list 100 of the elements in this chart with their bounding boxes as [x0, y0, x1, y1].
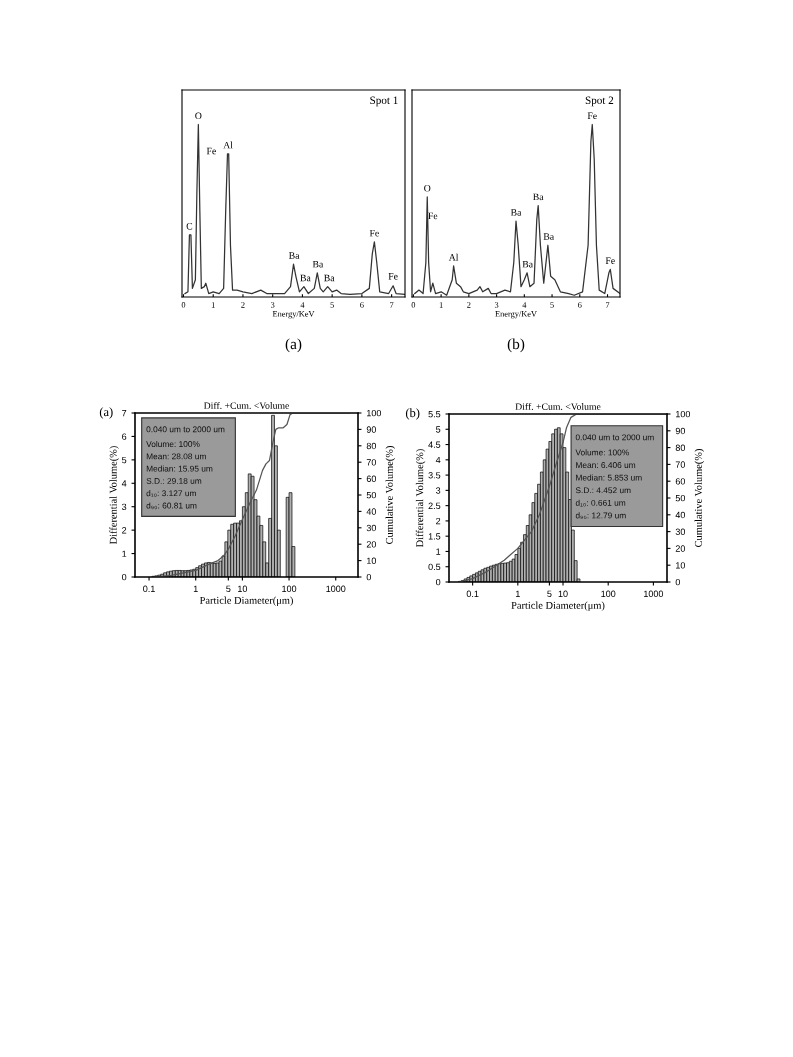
annotation: Fe [605, 257, 615, 264]
y-tick-label: 1 [122, 550, 127, 557]
y-tick-label: 2.5 [428, 502, 441, 509]
y2-tick-label: 80 [366, 442, 377, 450]
x-tick-label: 3 [494, 302, 499, 308]
text: Spot 2 [585, 96, 614, 107]
y-tick-label: 0 [122, 573, 127, 581]
annotation: Volume: 100% [146, 440, 200, 447]
x-tick-label: 2 [241, 302, 245, 308]
annotation: 0.040 um to 2000 um [575, 434, 654, 441]
y2-tick-label: 10 [676, 562, 686, 569]
annotation: d₁₀: 0.661 um [575, 499, 626, 507]
annotation: Mean: 28.08 um [146, 453, 206, 460]
y-tick-label: 4 [121, 480, 127, 487]
y2-tick-label: 100 [676, 410, 691, 418]
x-tick-label: 7 [390, 302, 394, 308]
annotation: d₉₀: 60.81 um [146, 502, 197, 510]
y-tick-label: 5 [122, 456, 127, 464]
x-tick-label: 100 [601, 590, 616, 597]
y2-tick-label: 30 [366, 524, 377, 532]
y2-tick-label: 40 [675, 511, 686, 519]
annotation: Ba [300, 274, 311, 282]
y2-tick-label: 80 [675, 444, 686, 451]
x-axis-title: Particle Diameter(μm) [511, 601, 605, 611]
y2-tick-label: 20 [366, 541, 377, 548]
x-tick-label: 10 [238, 585, 248, 592]
y2-tick-label: 100 [367, 409, 382, 417]
y-tick-label: 7 [122, 410, 127, 417]
annotation: Mean: 6.406 um [576, 462, 636, 468]
annotation: O [424, 184, 431, 192]
chart-title: Diff. +Cum. <Volume [515, 402, 601, 410]
y2-axis-title: Cumulative Volume(%) [385, 446, 396, 544]
y2-tick-label: 10 [367, 557, 377, 564]
text: (a) [285, 338, 302, 353]
x-tick-label: 0.1 [466, 590, 479, 597]
y2-tick-label: 70 [675, 461, 686, 468]
y2-tick-label: 70 [366, 459, 377, 466]
y-tick-label: 4.5 [428, 441, 441, 448]
x-tick-label: 0 [411, 302, 416, 308]
y2-tick-label: 0 [675, 578, 680, 586]
x-tick-label: 1 [211, 302, 215, 308]
x-tick-label: 0 [181, 302, 186, 308]
y-tick-label: 0 [436, 578, 441, 586]
y2-axis-title: Cumulative Volume(%) [694, 449, 705, 547]
y2-tick-label: 50 [675, 494, 686, 502]
annotation: Fe [428, 212, 438, 220]
annotation: Ba [312, 260, 324, 268]
annotation: Fe [369, 229, 379, 237]
annotation: d₉₀: 12.79 um [575, 512, 626, 520]
y-tick-label: 1.5 [428, 533, 441, 540]
y-tick-label: 5.5 [428, 411, 441, 418]
annotation: O [195, 112, 202, 120]
annotation: d₁₀: 3.127 um [146, 490, 196, 497]
y2-tick-label: 60 [366, 475, 377, 482]
x-tick-label: 6 [360, 302, 364, 308]
x-axis-title: Energy/KeV [272, 311, 315, 319]
x-tick-label: 1 [516, 590, 520, 597]
y-tick-label: 2 [436, 517, 441, 525]
annotation: Median: 15.95 um [146, 465, 213, 472]
y-axis-title: Differential Volume(%) [109, 446, 119, 545]
y-tick-label: 5 [436, 426, 441, 433]
y2-tick-label: 0 [366, 573, 371, 581]
annotation: Ba [510, 209, 522, 216]
y-tick-label: 4 [435, 456, 441, 464]
y2-tick-label: 20 [675, 545, 686, 552]
text: (a) [99, 407, 113, 419]
x-tick-label: 3 [271, 302, 275, 308]
y-tick-label: 2 [122, 527, 127, 534]
annotation: Al [448, 253, 459, 261]
x-tick-label: 100 [282, 585, 297, 592]
annotation: Fe [388, 273, 398, 280]
y-tick-label: 3 [121, 503, 127, 511]
annotation: 0.040 um to 2000 um [146, 426, 225, 433]
y-tick-label: 1 [436, 548, 441, 555]
annotation: Fe [206, 147, 216, 155]
annotation: Ba [288, 252, 300, 259]
x-tick-label: 1000 [326, 585, 346, 592]
x-tick-label: 1000 [644, 590, 664, 597]
x-tick-label: 0.1 [143, 585, 155, 592]
annotation: Fe [587, 112, 597, 120]
y-tick-label: 3.5 [428, 472, 441, 479]
x-tick-label: 2 [467, 302, 471, 308]
x-tick-label: 5 [547, 590, 552, 597]
annotation: Ba [543, 233, 554, 240]
annotation: Median: 5.853 um [576, 474, 642, 481]
x-tick-label: 5 [330, 302, 334, 308]
y2-tick-label: 90 [366, 426, 377, 433]
annotation: C [186, 222, 193, 230]
annotation: Volume: 100% [575, 449, 629, 456]
text: (b) [405, 408, 420, 420]
annotation: S.D.: 29.18 um [146, 478, 202, 484]
x-tick-label: 5 [550, 302, 554, 308]
x-axis-title: Energy/KeV [495, 311, 537, 319]
annotation: S.D.: 4.452 um [575, 487, 631, 494]
y-tick-label: 6 [122, 433, 127, 440]
chart-title: Diff. +Cum. <Volume [203, 401, 290, 409]
x-tick-label: 5 [226, 585, 231, 592]
x-tick-label: 4 [522, 302, 527, 308]
x-axis-title: Particle Diameter(μm) [199, 596, 293, 606]
y2-tick-label: 60 [675, 478, 686, 485]
